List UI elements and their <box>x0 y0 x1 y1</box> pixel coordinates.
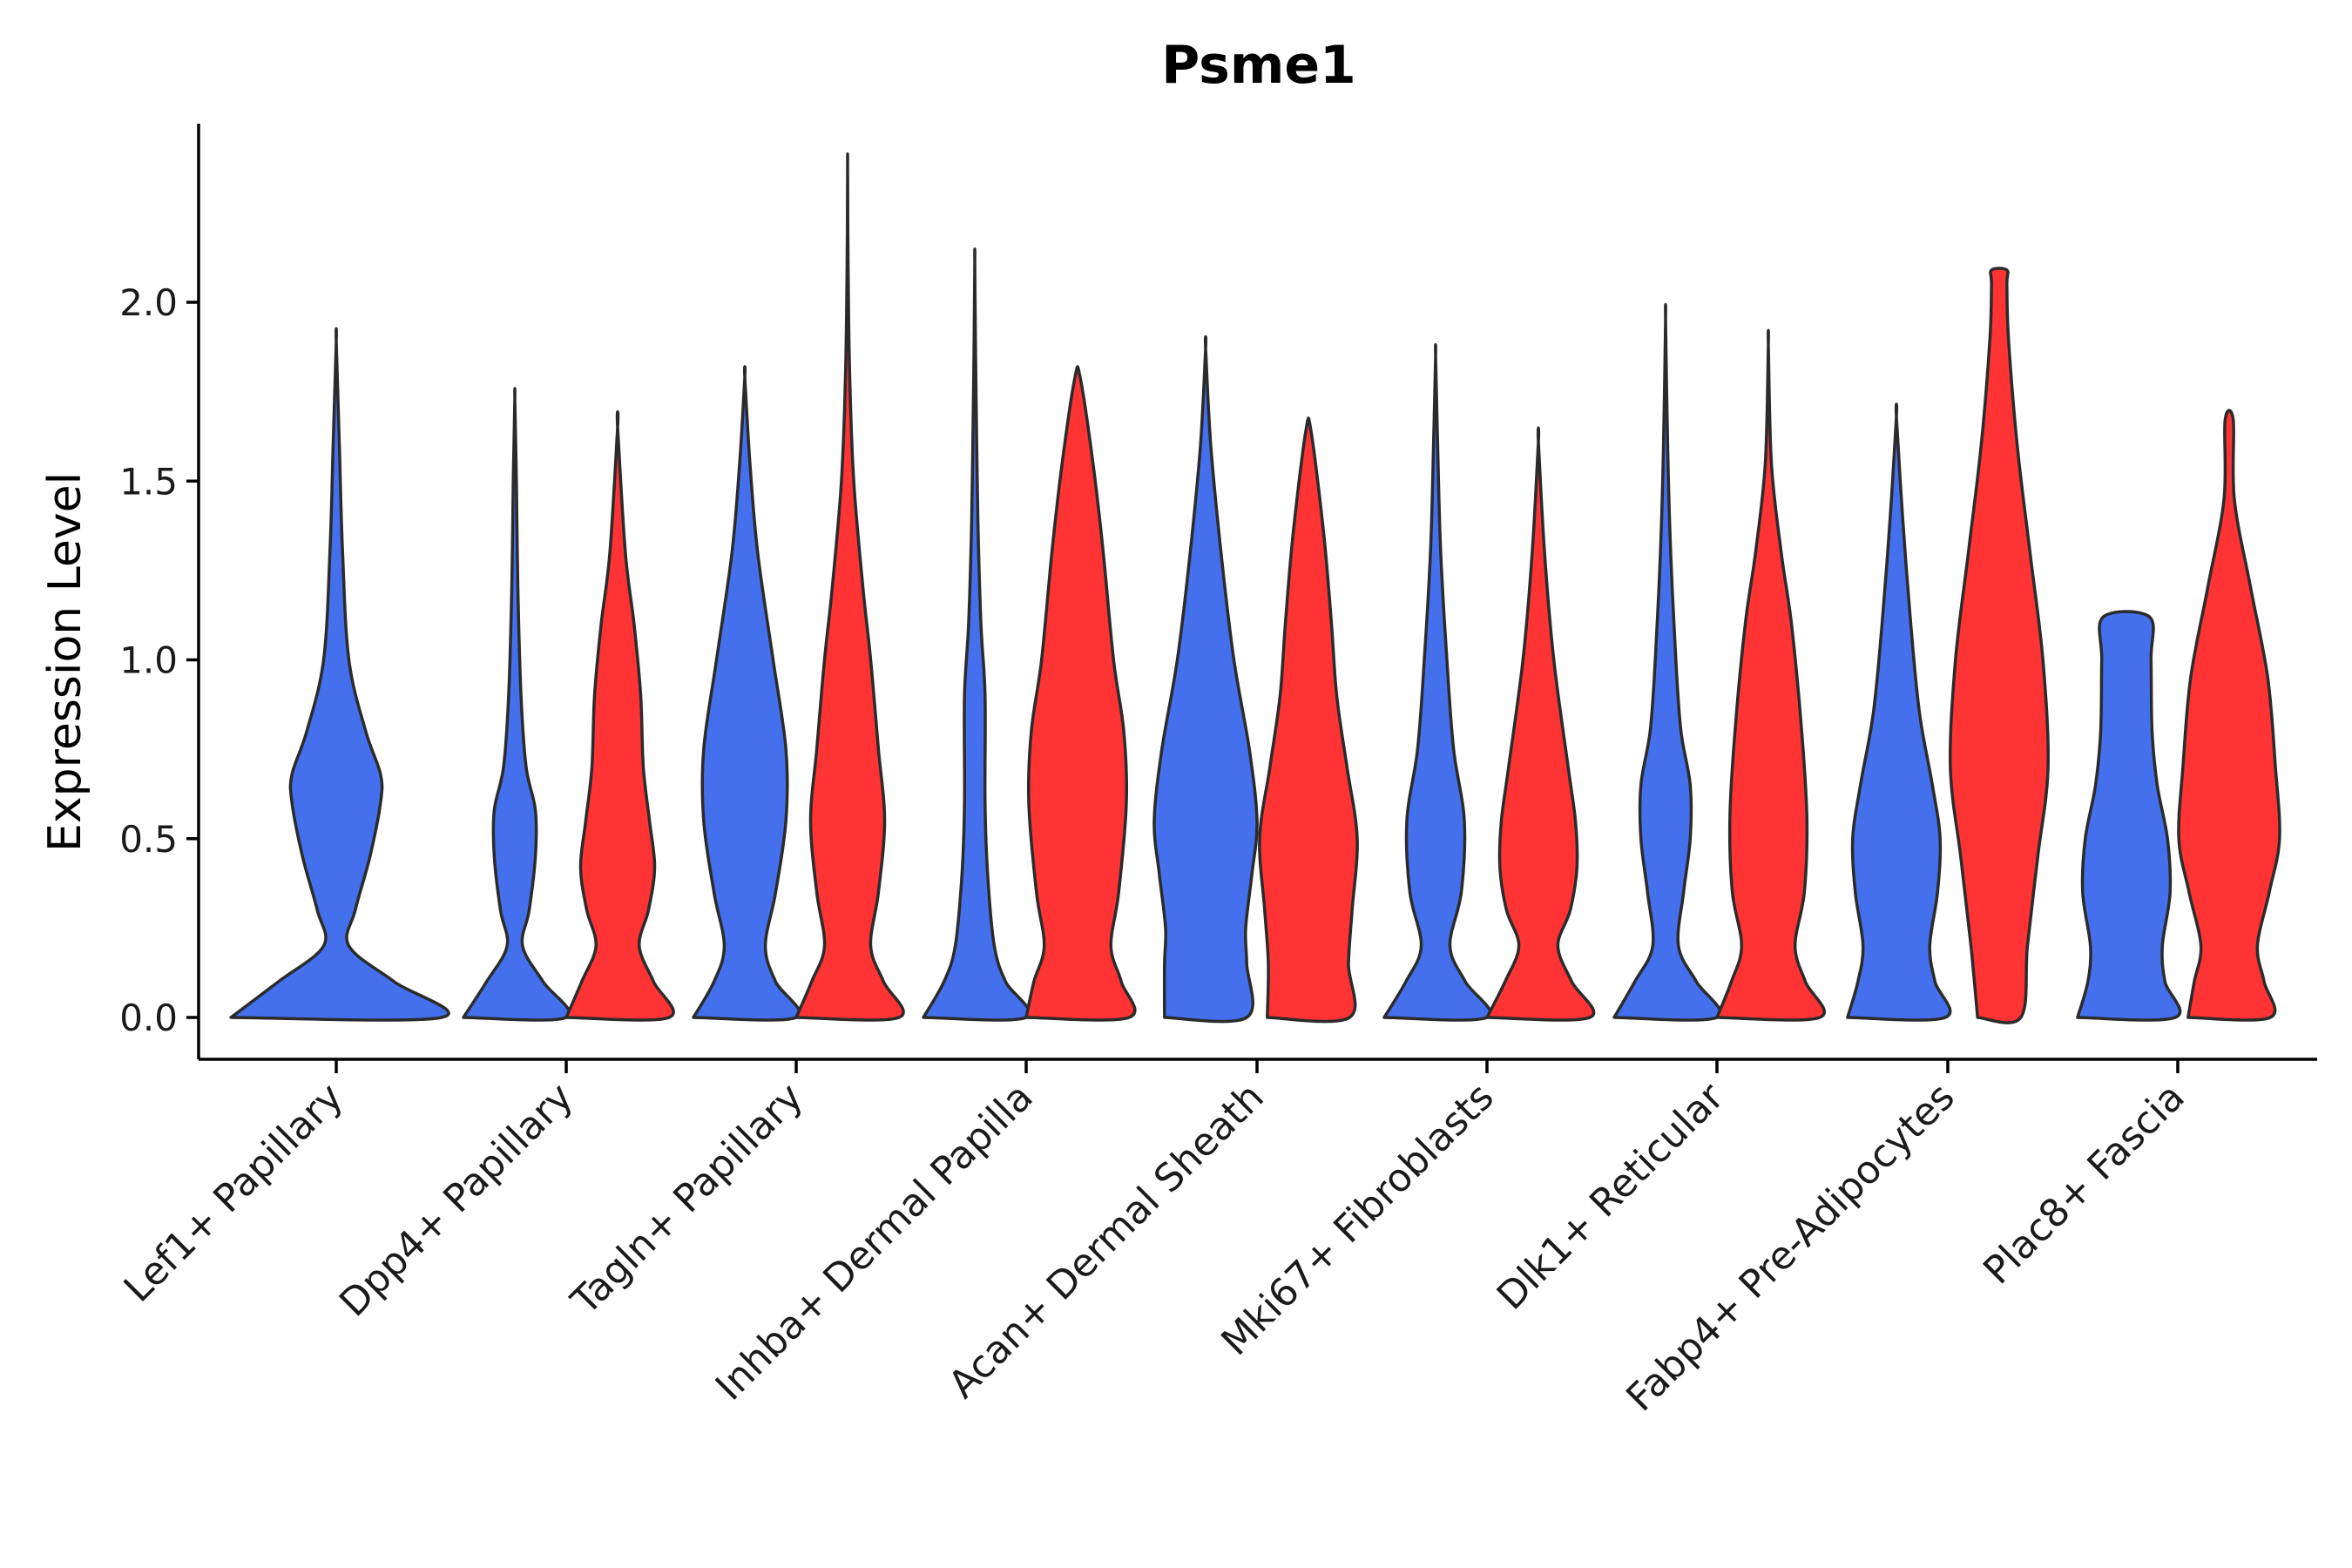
violin-blue-lef1-papillary <box>229 327 450 1022</box>
violin-blue-tagln-papillary <box>692 365 801 1022</box>
violin-blue-inhba-dermal-papilla <box>922 247 1031 1022</box>
x-tick-label: Dlk1+ Reticular <box>1489 1074 1734 1319</box>
y-axis-label: Expression Level <box>39 472 91 852</box>
violin-blue-acan-dermal-sheath <box>1152 335 1259 1024</box>
y-tick-label: 1.0 <box>119 639 178 682</box>
violin-blue-plac8-fascia <box>2076 610 2182 1022</box>
violin-blue-fabp4-pre-adipocytes <box>1846 402 1952 1022</box>
y-tick-label: 2.0 <box>119 281 178 324</box>
violins-layer <box>229 152 2281 1024</box>
violin-blue-mki67-fibroblasts <box>1382 343 1492 1022</box>
y-tick-label: 0.5 <box>119 818 178 861</box>
x-tick-label: Lef1+ Papillary <box>116 1075 352 1311</box>
violin-red-dlk1-reticular <box>1715 328 1826 1022</box>
violin-red-dpp4-papillary <box>564 409 675 1022</box>
violin-red-tagln-papillary <box>794 152 905 1022</box>
violin-red-plac8-fascia <box>2177 409 2281 1022</box>
violin-red-fabp4-pre-adipocytes <box>1949 267 2050 1024</box>
chart-title: Psme1 <box>1161 35 1356 96</box>
violin-red-mki67-fibroblasts <box>1485 426 1596 1022</box>
x-tick-label: Dpp4+ Papillary <box>331 1075 582 1326</box>
violin-blue-dpp4-papillary <box>462 387 571 1022</box>
y-tick-label: 0.0 <box>119 997 178 1039</box>
x-tick-label: Tagln+ Papillary <box>563 1075 812 1324</box>
violin-blue-dlk1-reticular <box>1612 302 1722 1022</box>
y-tick-label: 1.5 <box>119 460 178 503</box>
violin-red-acan-dermal-sheath <box>1258 416 1359 1024</box>
violin-red-inhba-dermal-papilla <box>1024 365 1137 1022</box>
x-tick-label: Plac8+ Fascia <box>1975 1075 2193 1294</box>
y-ticks: 0.0 0.5 1.0 1.5 2.0 <box>119 281 199 1039</box>
